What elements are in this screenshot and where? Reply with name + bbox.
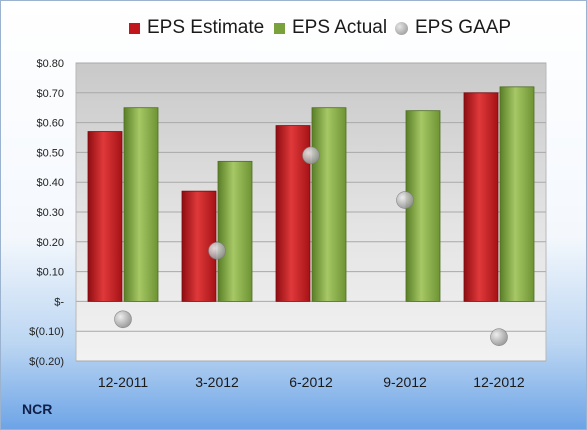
legend-swatch-actual xyxy=(274,22,285,34)
bar-eps-estimate xyxy=(87,131,123,302)
gaap-points xyxy=(114,146,508,346)
y-tick-label: $0.40 xyxy=(36,177,64,189)
y-tick-label: $0.30 xyxy=(36,207,64,219)
legend-swatch-estimate xyxy=(129,22,140,34)
y-tick-label: $0.70 xyxy=(36,88,64,100)
point-eps-gaap xyxy=(396,191,414,209)
y-tick-label: $0.20 xyxy=(36,237,64,249)
point-eps-gaap xyxy=(208,241,226,260)
ticker-label: NCR xyxy=(22,401,53,417)
legend-item-eps-gaap: EPS GAAP xyxy=(395,17,511,39)
legend-label-gaap: EPS GAAP xyxy=(415,17,512,38)
y-tick-label: $- xyxy=(54,296,64,308)
bars xyxy=(87,86,535,302)
x-tick-label: 12-2011 xyxy=(98,374,149,390)
point-eps-gaap xyxy=(490,328,508,346)
y-tick-label: $0.50 xyxy=(36,147,64,159)
x-tick-label: 9-2012 xyxy=(383,374,427,390)
x-tick-label: 12-2012 xyxy=(473,374,525,390)
point-eps-gaap xyxy=(302,146,320,165)
legend-item-eps-estimate: EPS Estimate xyxy=(129,17,264,39)
y-tick-label: $0.60 xyxy=(36,118,64,130)
legend-marker-gaap xyxy=(395,21,408,35)
bar-eps-estimate xyxy=(463,92,499,302)
legend-label-actual: EPS Actual xyxy=(292,17,388,38)
y-tick-label: $(0.20) xyxy=(29,356,64,368)
bar-eps-actual xyxy=(311,107,347,302)
bar-eps-actual xyxy=(499,86,535,302)
y-tick-label: $0.80 xyxy=(36,58,64,70)
bar-eps-actual xyxy=(217,160,253,302)
legend-item-eps-actual: EPS Actual xyxy=(274,17,387,39)
y-axis-ticks: $0.80 $0.70 $0.60 $0.50 $0.40 $0.30 $0.20 $0.10… xyxy=(29,58,64,368)
legend: EPS Estimate EPS Actual EPS GAAP xyxy=(1,17,586,45)
x-axis-ticks: 12-2011 3-2012 6-2012 9-2012 12-2012 xyxy=(98,374,525,390)
x-tick-label: 3-2012 xyxy=(195,374,239,390)
point-eps-gaap xyxy=(114,310,132,329)
y-tick-label: $0.10 xyxy=(36,267,64,279)
y-tick-label: $(0.10) xyxy=(29,326,64,338)
bar-eps-actual xyxy=(405,110,441,302)
bar-eps-actual xyxy=(123,107,159,302)
legend-label-estimate: EPS Estimate xyxy=(147,17,265,38)
x-tick-label: 6-2012 xyxy=(289,374,333,390)
